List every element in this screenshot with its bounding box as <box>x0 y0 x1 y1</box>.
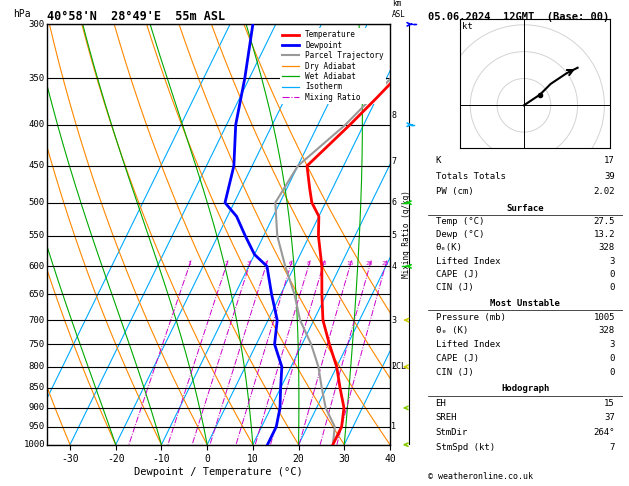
Text: Hodograph: Hodograph <box>501 384 549 393</box>
X-axis label: Dewpoint / Temperature (°C): Dewpoint / Temperature (°C) <box>134 467 303 477</box>
Text: 15: 15 <box>346 261 353 266</box>
Text: Totals Totals: Totals Totals <box>435 172 505 181</box>
Text: PW (cm): PW (cm) <box>435 187 473 196</box>
Text: 05.06.2024  12GMT  (Base: 00): 05.06.2024 12GMT (Base: 00) <box>428 12 609 22</box>
Text: CAPE (J): CAPE (J) <box>435 354 479 363</box>
Text: Most Unstable: Most Unstable <box>490 299 560 308</box>
Text: 0: 0 <box>610 354 615 363</box>
Text: 7: 7 <box>610 443 615 451</box>
Text: Lifted Index: Lifted Index <box>435 340 500 349</box>
Text: 37: 37 <box>604 414 615 422</box>
Text: 2: 2 <box>224 261 228 266</box>
Text: K: K <box>435 156 441 165</box>
Text: 350: 350 <box>29 73 45 83</box>
Text: 17: 17 <box>604 156 615 165</box>
Text: hPa: hPa <box>13 9 31 19</box>
Text: 8: 8 <box>391 111 396 121</box>
Text: 450: 450 <box>29 161 45 171</box>
Text: 6: 6 <box>391 198 396 207</box>
Text: 1000: 1000 <box>23 440 45 449</box>
Text: 1005: 1005 <box>593 312 615 322</box>
Text: 700: 700 <box>29 315 45 325</box>
Text: 600: 600 <box>29 262 45 271</box>
Text: CIN (J): CIN (J) <box>435 283 473 292</box>
Text: 3: 3 <box>247 261 251 266</box>
Text: Lifted Index: Lifted Index <box>435 257 500 265</box>
Text: Pressure (mb): Pressure (mb) <box>435 312 505 322</box>
Text: 13.2: 13.2 <box>593 230 615 239</box>
Text: StmSpd (kt): StmSpd (kt) <box>435 443 494 451</box>
Text: EH: EH <box>435 399 446 408</box>
Text: © weatheronline.co.uk: © weatheronline.co.uk <box>428 472 533 481</box>
Text: CAPE (J): CAPE (J) <box>435 270 479 279</box>
Text: 400: 400 <box>29 120 45 129</box>
Legend: Temperature, Dewpoint, Parcel Trajectory, Dry Adiabat, Wet Adiabat, Isotherm, Mi: Temperature, Dewpoint, Parcel Trajectory… <box>280 28 386 104</box>
Text: Mixing Ratio (g/kg): Mixing Ratio (g/kg) <box>402 191 411 278</box>
Text: 8: 8 <box>306 261 310 266</box>
Text: 0: 0 <box>610 283 615 292</box>
Text: 10: 10 <box>319 261 326 266</box>
Text: 500: 500 <box>29 198 45 207</box>
Text: 40°58'N  28°49'E  55m ASL: 40°58'N 28°49'E 55m ASL <box>47 10 225 23</box>
Text: SREH: SREH <box>435 414 457 422</box>
Text: kt: kt <box>462 22 473 31</box>
Text: 25: 25 <box>381 261 389 266</box>
Text: 5: 5 <box>391 231 396 241</box>
Text: Surface: Surface <box>506 204 544 213</box>
Text: Dewp (°C): Dewp (°C) <box>435 230 484 239</box>
Text: 3: 3 <box>610 340 615 349</box>
Text: 2: 2 <box>391 362 396 371</box>
Text: 328: 328 <box>599 243 615 252</box>
Text: 0: 0 <box>610 368 615 377</box>
Text: 264°: 264° <box>593 428 615 437</box>
Text: 27.5: 27.5 <box>593 217 615 226</box>
Text: 20: 20 <box>366 261 373 266</box>
Text: 850: 850 <box>29 383 45 392</box>
Text: 950: 950 <box>29 422 45 431</box>
Text: 6: 6 <box>289 261 292 266</box>
Text: 1: 1 <box>391 422 396 431</box>
Text: 3: 3 <box>391 315 396 325</box>
Text: 800: 800 <box>29 362 45 371</box>
Text: 4: 4 <box>391 262 396 271</box>
Text: 550: 550 <box>29 231 45 241</box>
Text: CIN (J): CIN (J) <box>435 368 473 377</box>
Text: 4: 4 <box>264 261 267 266</box>
Text: θₑ (K): θₑ (K) <box>435 327 468 335</box>
Text: θₑ(K): θₑ(K) <box>435 243 462 252</box>
Text: 15: 15 <box>604 399 615 408</box>
Text: 300: 300 <box>29 20 45 29</box>
Text: 0: 0 <box>610 270 615 279</box>
Text: 2.02: 2.02 <box>593 187 615 196</box>
Text: 900: 900 <box>29 403 45 413</box>
Text: 3: 3 <box>610 257 615 265</box>
Text: 39: 39 <box>604 172 615 181</box>
Text: 650: 650 <box>29 290 45 299</box>
Text: 7: 7 <box>391 157 396 167</box>
Text: km
ASL: km ASL <box>392 0 406 19</box>
Text: 1: 1 <box>187 261 191 266</box>
Text: StmDir: StmDir <box>435 428 468 437</box>
Text: LCL: LCL <box>391 362 406 371</box>
Text: 750: 750 <box>29 340 45 349</box>
Text: Temp (°C): Temp (°C) <box>435 217 484 226</box>
Text: 328: 328 <box>599 327 615 335</box>
